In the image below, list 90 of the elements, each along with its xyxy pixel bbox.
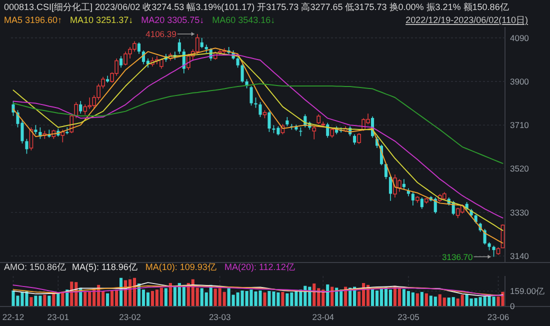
candlestick bbox=[411, 192, 414, 206]
bar bbox=[411, 292, 414, 306]
candlestick bbox=[120, 56, 123, 68]
bar bbox=[286, 293, 289, 306]
bar bbox=[43, 294, 46, 306]
x-tick-label: 23-02 bbox=[119, 312, 142, 322]
annotation: 4106.39 bbox=[146, 29, 177, 40]
x-tick-label: 23-06 bbox=[487, 312, 510, 322]
candlestick bbox=[492, 245, 496, 258]
bar bbox=[335, 288, 338, 306]
bar bbox=[434, 296, 437, 306]
chart-title: 000813.CSI[细分化工] 2023/06/02 收3274.53 幅3.19%(101.17) 开3175.73 高3277.65 低3175.73 换0.00% 振3.21% 额150.86亿 bbox=[4, 2, 509, 12]
candlestick bbox=[388, 175, 392, 202]
candlestick bbox=[240, 64, 244, 83]
bar bbox=[146, 292, 150, 306]
candlestick bbox=[258, 102, 262, 118]
y-tick-label: 0 bbox=[510, 301, 515, 311]
x-tick-label: 22-12 bbox=[2, 312, 24, 322]
bar bbox=[110, 291, 114, 306]
bar bbox=[222, 292, 226, 306]
candlestick bbox=[60, 129, 65, 143]
y-tick-label: 4090 bbox=[510, 32, 530, 43]
bar bbox=[312, 284, 316, 306]
bar bbox=[281, 292, 284, 306]
x-tick-label: 23-03 bbox=[208, 312, 231, 322]
text: MA10 3251.37↓ bbox=[70, 15, 134, 25]
bar bbox=[34, 296, 38, 306]
text: MA20 3305.75↓ bbox=[141, 15, 204, 25]
candlestick bbox=[420, 197, 424, 210]
candlestick bbox=[250, 86, 253, 106]
candlestick bbox=[268, 110, 271, 132]
bar bbox=[380, 288, 384, 306]
text: MA60 3543.16↓ bbox=[212, 15, 276, 25]
bar bbox=[442, 298, 446, 306]
bar bbox=[48, 296, 51, 306]
candlestick bbox=[195, 34, 200, 54]
y-tick-label: 3140 bbox=[510, 251, 530, 262]
bar bbox=[132, 278, 136, 306]
candlestick bbox=[200, 37, 204, 49]
bar bbox=[492, 296, 496, 306]
bar bbox=[424, 293, 428, 306]
series-label: MA(5): 118.96亿 bbox=[72, 262, 138, 272]
candlestick bbox=[79, 100, 82, 114]
y-tick-label: 3710 bbox=[510, 120, 530, 130]
candlestick bbox=[286, 116, 289, 127]
candlestick bbox=[12, 100, 15, 116]
bar bbox=[263, 292, 266, 306]
bar bbox=[106, 293, 110, 306]
annotation: 3136.70 bbox=[442, 252, 474, 262]
bar bbox=[370, 289, 374, 306]
candlestick bbox=[254, 97, 258, 108]
candlestick bbox=[312, 126, 316, 140]
chart-subtitle: 2022/12/19-2023/06/02(110日) bbox=[406, 15, 528, 25]
candlestick bbox=[137, 42, 141, 54]
bar bbox=[375, 290, 379, 306]
candlestick bbox=[83, 104, 88, 116]
candlestick bbox=[402, 178, 406, 190]
bar bbox=[268, 291, 271, 306]
chart-title: AMO: 150.86亿 bbox=[4, 262, 66, 272]
bar bbox=[452, 297, 455, 306]
bar bbox=[326, 284, 330, 306]
x-tick-label: 23-01 bbox=[47, 312, 70, 322]
bar bbox=[56, 292, 60, 306]
bar bbox=[164, 288, 168, 306]
y-tick-label: 3330 bbox=[510, 207, 530, 218]
bar bbox=[160, 288, 163, 306]
bar bbox=[460, 294, 464, 306]
x-tick-label: 23-05 bbox=[398, 312, 420, 322]
series-label: MA(20): 112.12亿 bbox=[224, 262, 295, 272]
candlestick bbox=[316, 114, 321, 124]
candlestick bbox=[236, 56, 240, 68]
candlestick bbox=[353, 134, 356, 146]
bar bbox=[416, 293, 419, 306]
candlestick bbox=[34, 124, 38, 135]
candlestick bbox=[357, 132, 361, 144]
bar bbox=[420, 292, 424, 306]
bar bbox=[61, 291, 64, 306]
candlestick bbox=[178, 38, 181, 54]
candlestick bbox=[25, 138, 28, 154]
x-tick-label: 23-04 bbox=[312, 312, 334, 322]
bar bbox=[388, 290, 392, 306]
bar bbox=[84, 291, 87, 306]
text: MA5 3196.60↑ bbox=[4, 15, 62, 25]
bar bbox=[398, 288, 401, 306]
y-tick-label: 3900 bbox=[510, 76, 530, 86]
y-tick-label: 159.00亿 bbox=[510, 286, 545, 296]
series-label: MA(10): 109.93亿 bbox=[145, 262, 216, 272]
bar bbox=[30, 297, 33, 306]
bar bbox=[168, 283, 172, 306]
y-tick-label: 3520 bbox=[510, 164, 530, 174]
